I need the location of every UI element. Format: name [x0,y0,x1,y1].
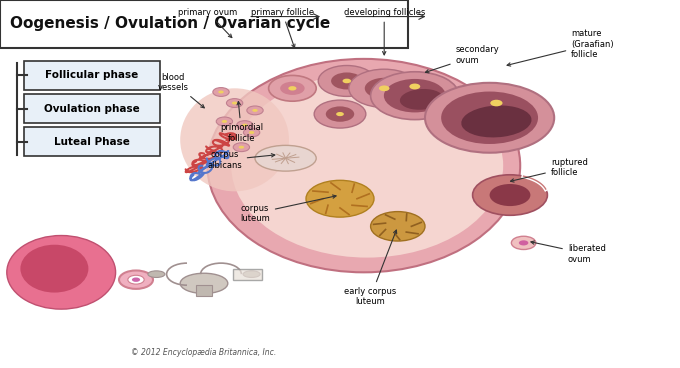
Circle shape [247,106,263,115]
Circle shape [233,143,250,152]
Ellipse shape [231,74,503,258]
Circle shape [280,82,305,95]
Circle shape [249,131,254,134]
Circle shape [132,277,140,282]
Ellipse shape [306,180,374,217]
Text: primordial
follicle: primordial follicle [220,102,263,143]
FancyBboxPatch shape [24,61,160,90]
Ellipse shape [180,273,228,294]
Text: developing follicles: developing follicles [343,8,425,55]
Circle shape [336,112,344,116]
Text: © 2012 Encyclopædia Britannica, Inc.: © 2012 Encyclopædia Britannica, Inc. [131,348,277,357]
Ellipse shape [7,236,116,309]
Circle shape [318,66,375,96]
Circle shape [213,88,229,96]
Circle shape [252,109,258,112]
Circle shape [326,106,354,122]
Text: Ovulation phase: Ovulation phase [44,103,139,114]
Ellipse shape [243,271,260,277]
Text: Luteal Phase: Luteal Phase [54,137,130,147]
Circle shape [222,120,227,123]
Text: secondary
ovum: secondary ovum [426,46,499,73]
Ellipse shape [207,59,520,272]
Text: Follicular phase: Follicular phase [45,70,139,81]
Circle shape [232,102,237,105]
Circle shape [425,83,554,153]
Circle shape [371,72,459,120]
Circle shape [409,84,420,89]
Circle shape [490,184,530,206]
Circle shape [441,92,538,144]
Circle shape [511,236,536,250]
Text: corpus
albicans: corpus albicans [207,151,275,170]
FancyBboxPatch shape [0,0,408,48]
Text: early corpus
luteum: early corpus luteum [345,230,396,307]
Circle shape [226,99,243,107]
Circle shape [384,79,446,113]
Ellipse shape [180,88,289,191]
Text: Oogenesis / Ovulation / Ovarian cycle: Oogenesis / Ovulation / Ovarian cycle [10,17,330,31]
Circle shape [379,85,390,91]
Circle shape [349,69,420,107]
Circle shape [519,240,528,245]
Circle shape [343,79,351,83]
Ellipse shape [20,245,88,293]
Text: blood
vessels: blood vessels [158,72,204,108]
Text: primary ovum: primary ovum [177,8,237,38]
Circle shape [364,78,404,99]
Ellipse shape [461,106,532,137]
Text: liberated
ovum: liberated ovum [531,241,606,263]
FancyBboxPatch shape [24,94,160,123]
Text: mature
(Graafian)
follicle: mature (Graafian) follicle [507,29,614,66]
Ellipse shape [371,212,425,241]
Circle shape [314,100,366,128]
FancyBboxPatch shape [24,127,160,156]
Circle shape [239,146,244,149]
Circle shape [119,270,153,289]
Circle shape [331,72,362,89]
Circle shape [218,91,224,93]
Circle shape [237,121,253,130]
Circle shape [128,275,144,284]
Bar [196,285,212,296]
FancyBboxPatch shape [233,269,262,280]
Circle shape [473,175,547,215]
Ellipse shape [255,145,316,171]
Text: primary follicle: primary follicle [251,8,313,48]
Circle shape [242,124,248,127]
Ellipse shape [400,89,443,110]
Circle shape [243,128,260,137]
Circle shape [216,117,233,126]
Circle shape [288,86,296,91]
Ellipse shape [148,271,165,277]
Circle shape [269,75,316,101]
Circle shape [490,100,503,106]
Text: ruptured
follicle: ruptured follicle [511,158,588,182]
Text: corpus
luteum: corpus luteum [240,195,336,223]
